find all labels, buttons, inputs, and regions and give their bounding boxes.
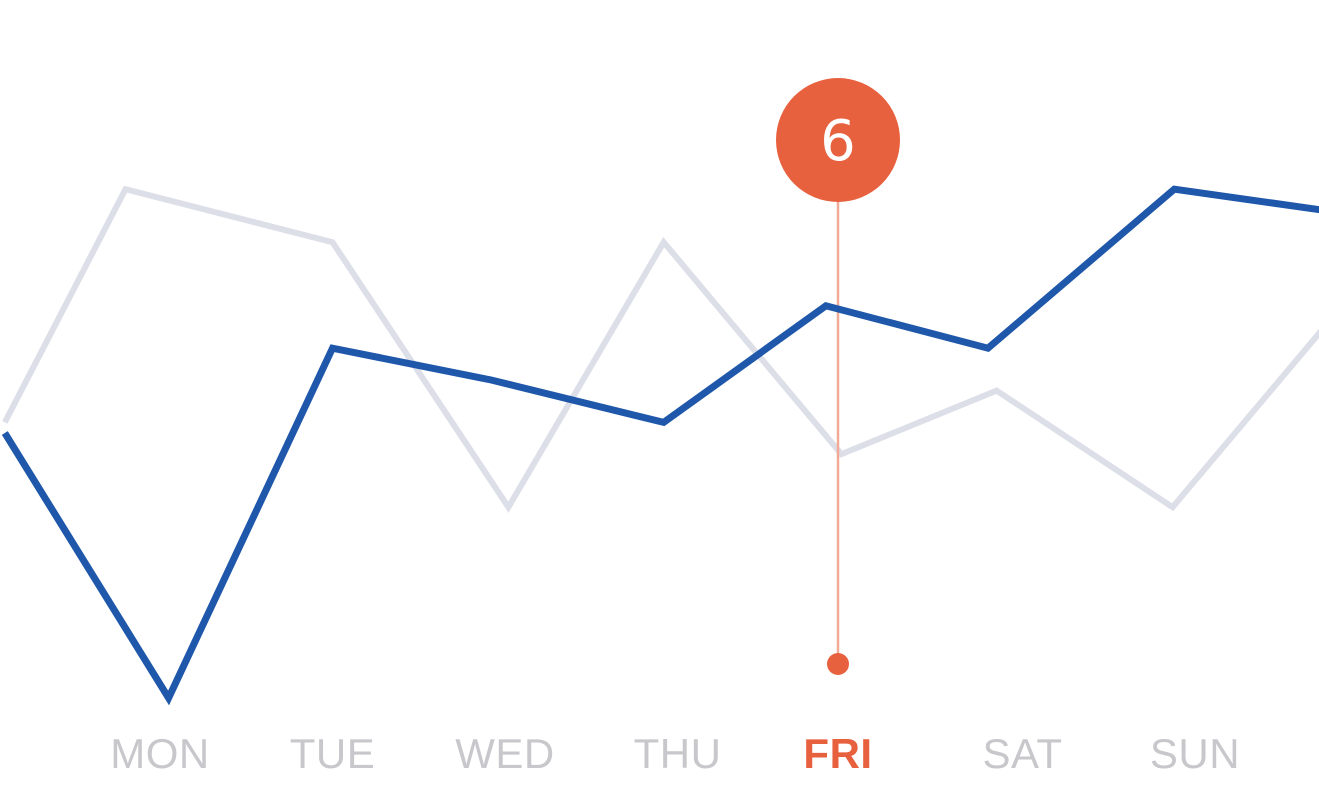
value-badge-label: 6 bbox=[820, 109, 856, 174]
primary-series-layer bbox=[1, 185, 1319, 706]
highlight-guide-layer bbox=[827, 180, 849, 675]
x-label-fri: FRI bbox=[803, 730, 872, 777]
x-label-sat: SAT bbox=[982, 730, 1062, 777]
x-label-tue: TUE bbox=[290, 730, 376, 777]
primary-series-line bbox=[1, 185, 1319, 706]
x-label-wed: WED bbox=[455, 730, 555, 777]
x-axis-labels: MON TUE WED THU FRI SAT SUN bbox=[110, 730, 1240, 777]
x-label-mon: MON bbox=[110, 730, 210, 777]
comparison-series-layer bbox=[2, 185, 1319, 513]
comparison-series-line bbox=[2, 185, 1319, 513]
highlight-anchor-dot bbox=[827, 653, 849, 675]
value-badge-layer: 6 bbox=[776, 78, 900, 202]
value-badge bbox=[776, 78, 900, 202]
x-label-sun: SUN bbox=[1150, 730, 1240, 777]
x-label-thu: THU bbox=[634, 730, 722, 777]
